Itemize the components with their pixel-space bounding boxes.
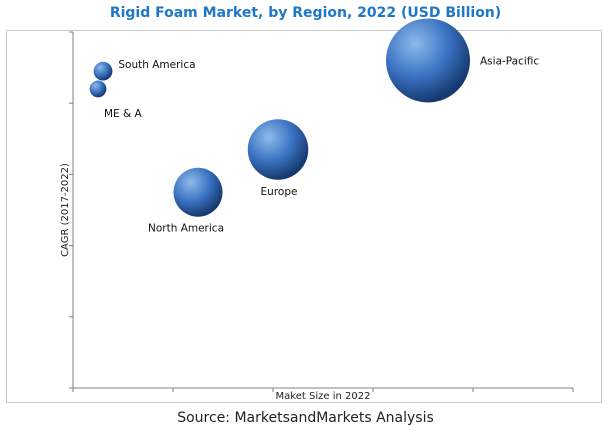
axes <box>69 31 574 392</box>
bubble-labels: Asia-Pacific Europe North America South Ame… <box>104 55 539 234</box>
chart-frame <box>6 30 602 403</box>
source-note: Source: MarketsandMarkets Analysis <box>177 410 434 426</box>
bubble-south-america[interactable] <box>93 61 113 81</box>
bubble-label-asia-pacific: Asia-Pacific <box>480 55 539 67</box>
y-axis-label: CAGR (2017-2022) <box>60 163 71 257</box>
x-axis-label: Maket Size in 2022 <box>276 391 371 402</box>
bubble-label-north-america: North America <box>148 223 224 235</box>
bubble-label-europe: Europe <box>261 186 298 198</box>
bubble-europe[interactable] <box>247 119 309 180</box>
bubble-label-me-a: ME & A <box>104 108 143 120</box>
chart-title: Rigid Foam Market, by Region, 2022 (USD … <box>109 5 502 21</box>
bubble-asia-pacific[interactable] <box>386 18 470 103</box>
bubbles <box>89 18 470 217</box>
bubble-north-america[interactable] <box>173 167 223 217</box>
bubble-label-south-america: South America <box>118 59 195 71</box>
bubble-me-a[interactable] <box>89 80 107 98</box>
